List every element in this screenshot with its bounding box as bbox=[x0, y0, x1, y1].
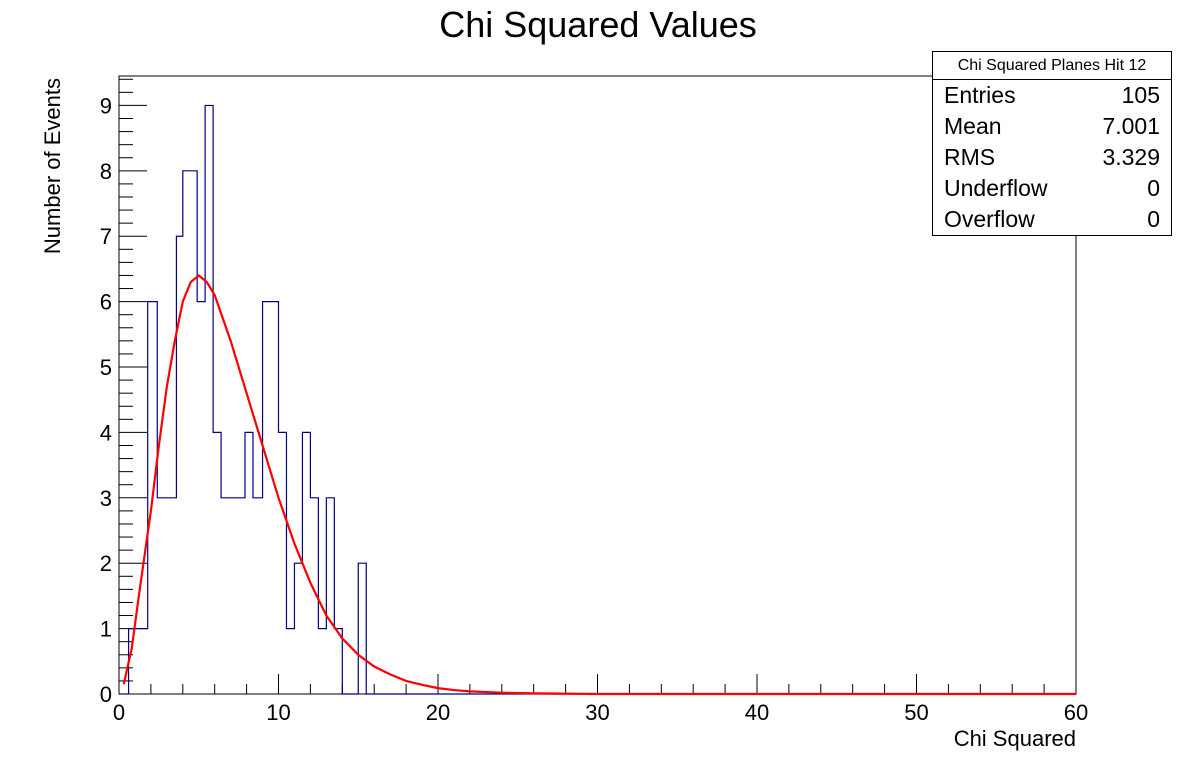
fit-curve bbox=[122, 274, 1076, 696]
y-tick-label: 3 bbox=[100, 486, 112, 511]
x-tick-label: 0 bbox=[113, 700, 125, 725]
y-tick-label: 0 bbox=[100, 682, 112, 707]
x-tick-label: 20 bbox=[426, 700, 450, 725]
x-tick-label: 50 bbox=[904, 700, 928, 725]
stats-row: RMS 3.329 bbox=[933, 142, 1171, 173]
stats-label: Entries bbox=[944, 82, 1016, 108]
fit-curve-group bbox=[122, 274, 1076, 696]
y-tick-label: 6 bbox=[100, 290, 112, 315]
y-axis-title: Number of Events bbox=[40, 78, 65, 254]
stats-value: 7.001 bbox=[1102, 113, 1160, 139]
stats-row: Underflow 0 bbox=[933, 173, 1171, 204]
y-tick-label: 5 bbox=[100, 355, 112, 380]
x-tick-label: 10 bbox=[266, 700, 290, 725]
stats-label: RMS bbox=[944, 144, 996, 170]
stats-label: Underflow bbox=[944, 175, 1048, 201]
tick-labels: 0 10 20 30 40 50 60 0 1 2 3 4 5 6 7 8 9 bbox=[100, 93, 1088, 725]
stats-row: Mean 7.001 bbox=[933, 111, 1171, 142]
stats-row: Entries 105 bbox=[933, 80, 1171, 111]
stats-box: Chi Squared Planes Hit 12 Entries 105 Mean… bbox=[932, 51, 1172, 236]
histogram bbox=[119, 104, 1076, 695]
y-tick-label: 9 bbox=[100, 93, 112, 118]
x-tick-label: 30 bbox=[585, 700, 609, 725]
x-axis-title: Chi Squared bbox=[954, 726, 1076, 751]
stats-rows: Entries 105 Mean 7.001 RMS 3.329 Underflow 0 Ove… bbox=[933, 80, 1171, 235]
stats-row: Overflow 0 bbox=[933, 204, 1171, 235]
stats-value: 105 bbox=[1121, 82, 1160, 108]
x-tick-label: 40 bbox=[745, 700, 769, 725]
axis-ticks bbox=[118, 78, 1077, 695]
y-tick-label: 8 bbox=[100, 159, 112, 184]
y-tick-label: 4 bbox=[100, 420, 112, 445]
y-tick-label: 7 bbox=[100, 224, 112, 249]
stats-value: 3.329 bbox=[1102, 144, 1160, 170]
histogram-outline bbox=[127, 104, 1076, 695]
stats-label: Overflow bbox=[944, 206, 1035, 232]
stats-value: 0 bbox=[1147, 175, 1160, 201]
y-tick-label: 2 bbox=[100, 551, 112, 576]
stats-value: 0 bbox=[1147, 206, 1160, 232]
stats-title: Chi Squared Planes Hit 12 bbox=[933, 52, 1171, 80]
chart-title: Chi Squared Values bbox=[439, 4, 757, 45]
y-tick-label: 1 bbox=[100, 617, 112, 642]
x-tick-label: 60 bbox=[1064, 700, 1088, 725]
stats-label: Mean bbox=[944, 113, 1002, 139]
